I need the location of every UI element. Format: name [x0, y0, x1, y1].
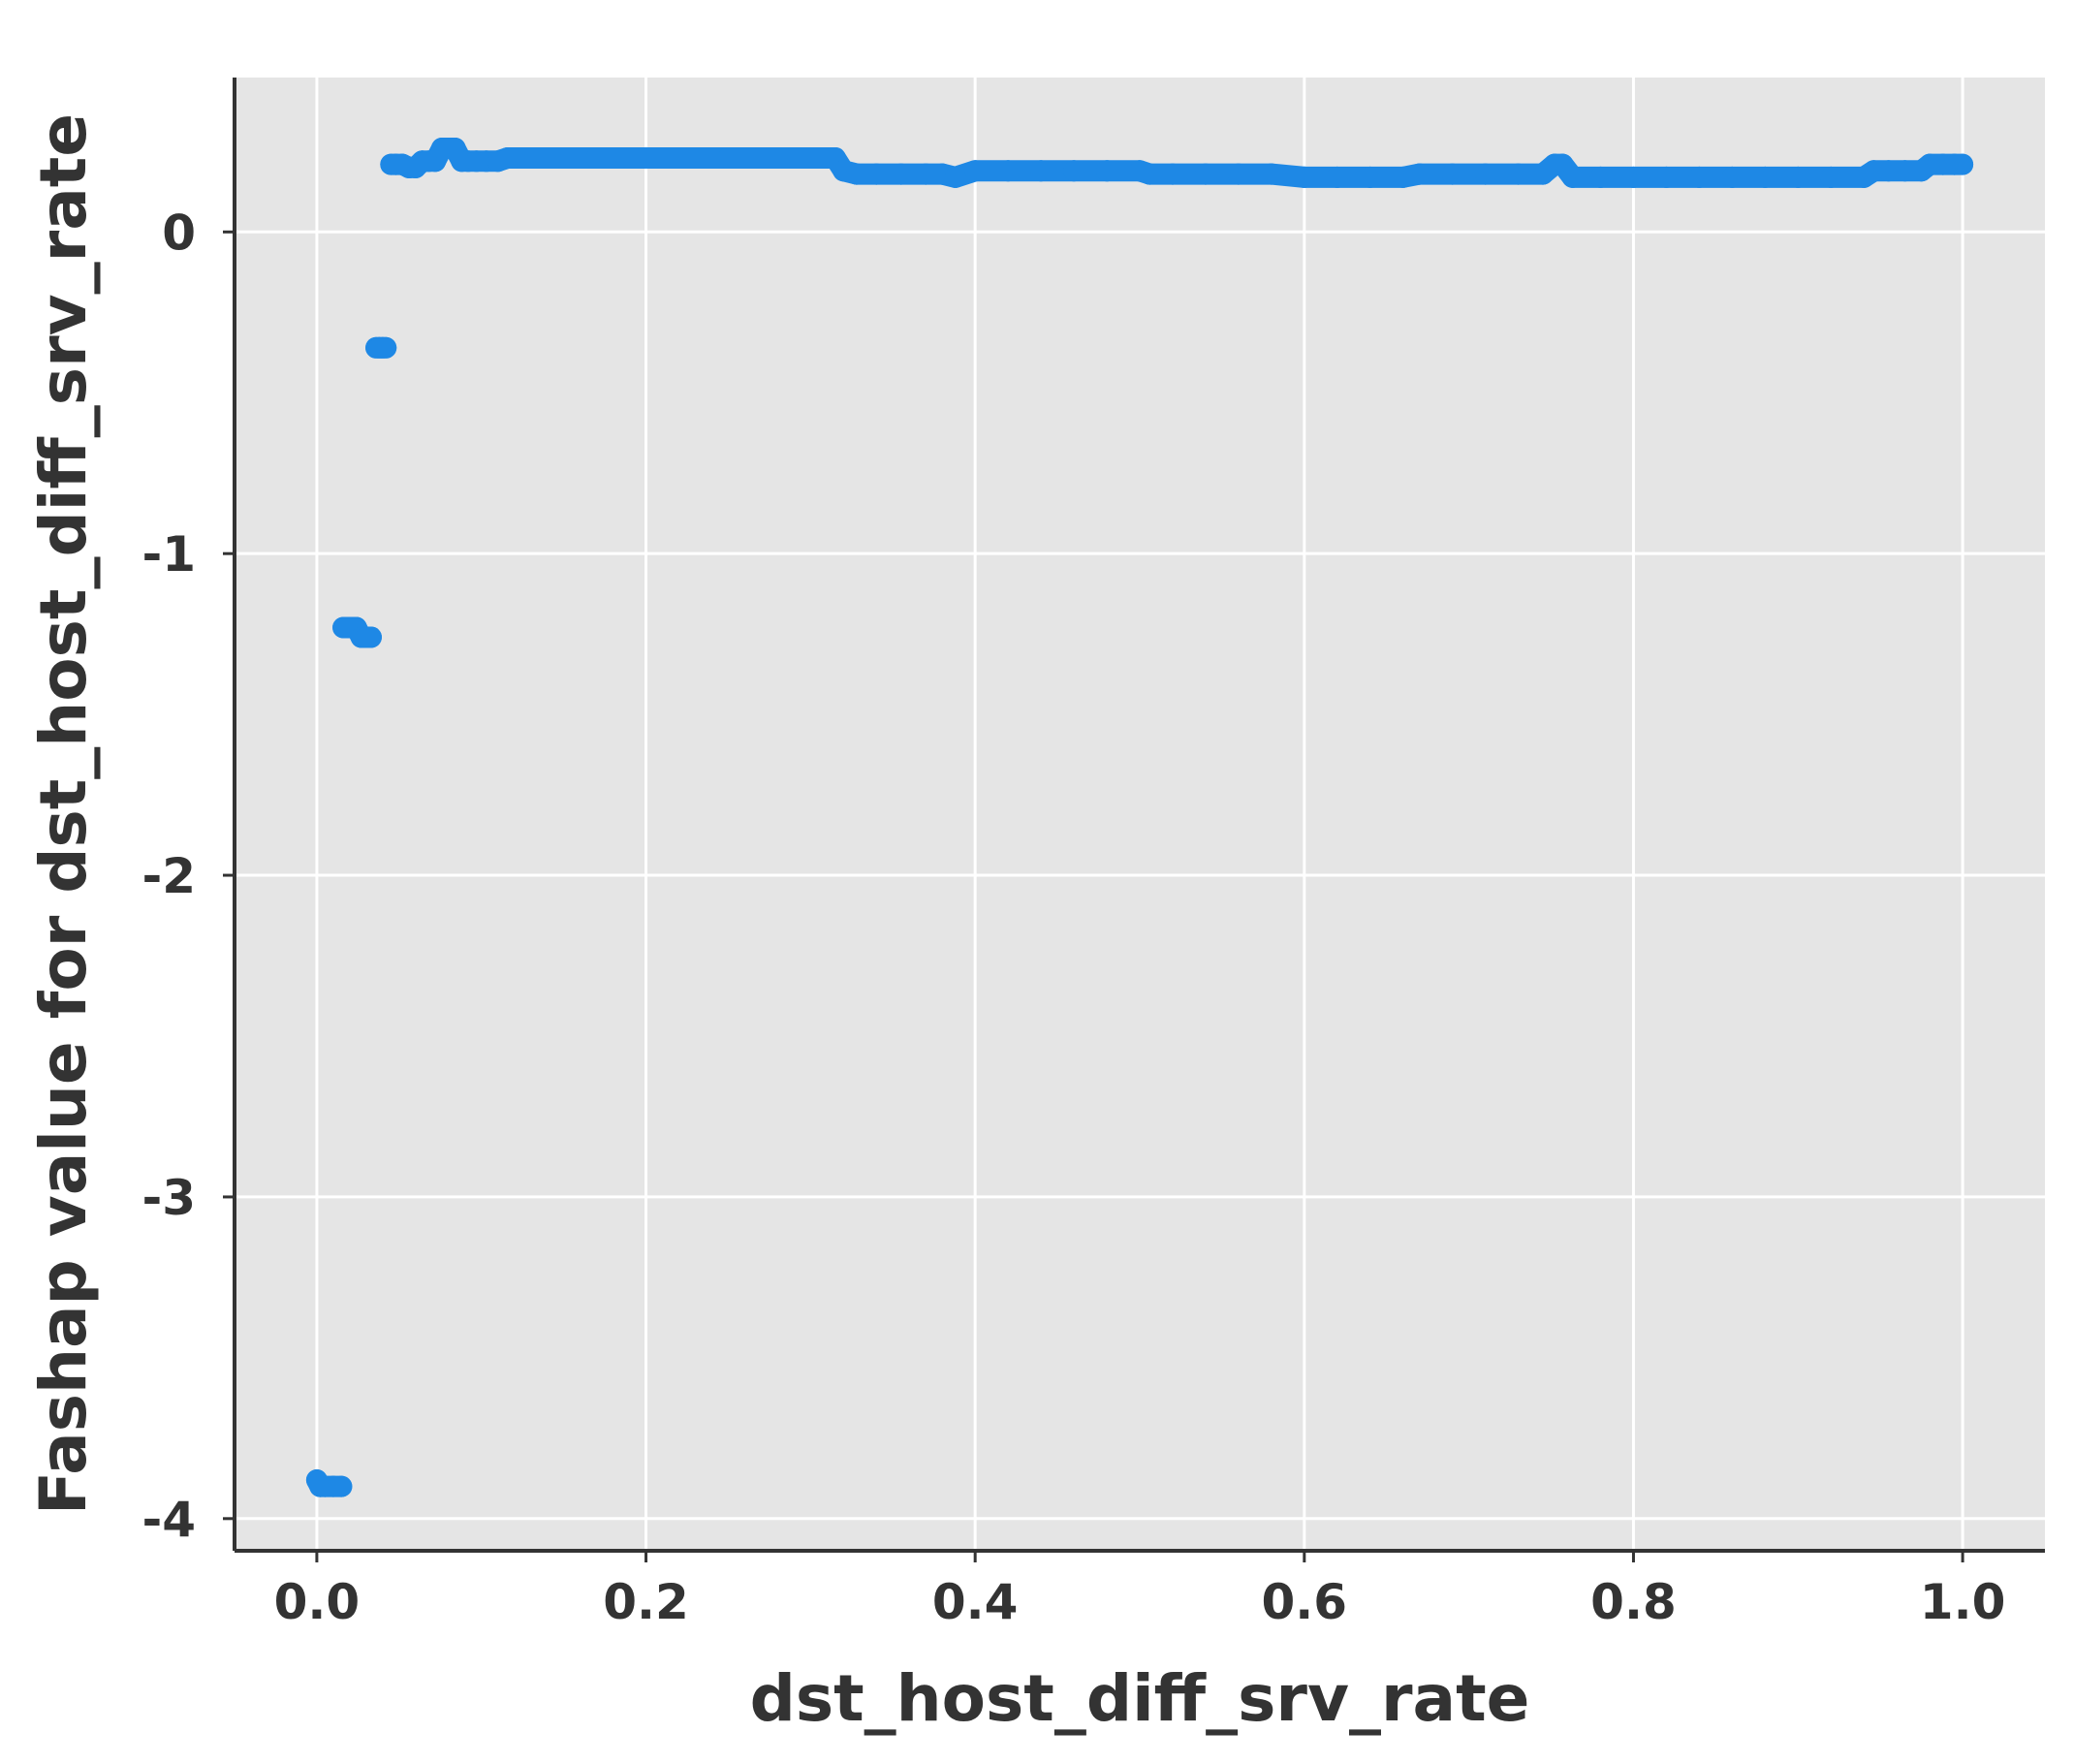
y-tick-label: 0 [162, 205, 196, 261]
x-tick-label: 1.0 [1920, 1574, 2006, 1630]
x-tick-label: 0.8 [1590, 1574, 1677, 1630]
x-tick-label: 0.6 [1262, 1574, 1348, 1630]
x-tick-label: 0.2 [603, 1574, 689, 1630]
y-tick-label: -4 [141, 1492, 196, 1548]
plot-panel [235, 78, 2045, 1551]
x-tick-label: 0.4 [932, 1574, 1019, 1630]
y-tick-label: -1 [141, 526, 196, 583]
axis-ticks: 0.0 0.2 0.4 0.6 0.8 1.0 0 -1 -2 -3 -4 [141, 205, 2005, 1630]
x-axis-title: dst_host_diff_srv_rate [750, 1661, 1530, 1736]
y-axis-title: Fashap value for dst_host_diff_srv_rate [26, 113, 101, 1515]
y-tick-label: -2 [141, 848, 196, 904]
data-points [305, 138, 1974, 1497]
grid-lines [235, 78, 2045, 1551]
x-tick-label: 0.0 [274, 1574, 361, 1630]
y-tick-label: -3 [141, 1170, 196, 1226]
